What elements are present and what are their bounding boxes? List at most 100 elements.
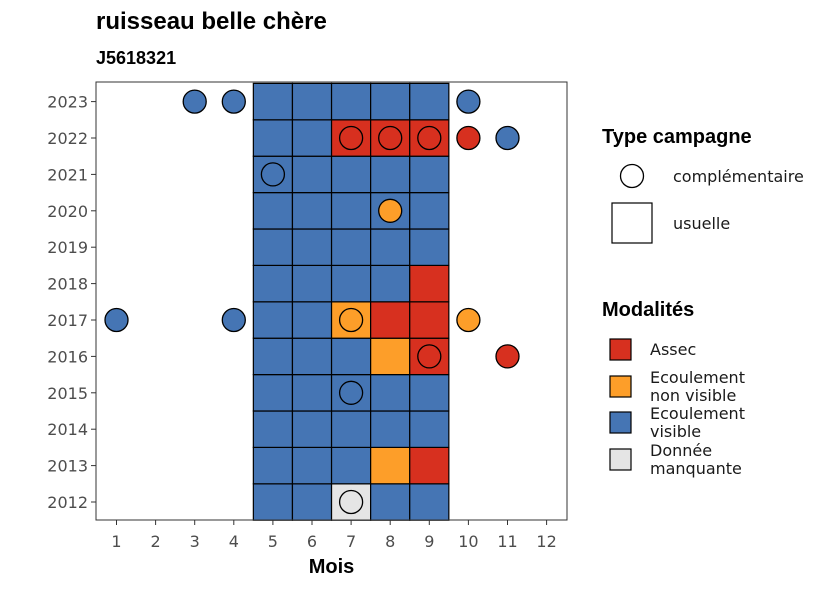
- x-tick-label: 5: [268, 532, 278, 551]
- y-tick-label: 2018: [47, 275, 88, 294]
- usuelle-cell-2015-8: [370, 374, 411, 412]
- usuelle-cell-2018-8: [370, 264, 411, 303]
- x-tick-label: 8: [385, 532, 395, 551]
- x-tick-label: 4: [229, 532, 239, 551]
- usuelle-cell-2013-7: [330, 446, 372, 485]
- usuelle-cell-2019-9: [409, 228, 450, 267]
- legend-type-campagne: Type campagne complémentaire usuelle: [602, 126, 804, 244]
- y-tick-label: 2013: [47, 457, 88, 476]
- legend-key-M: [609, 448, 632, 471]
- legend-modalites-title: Modalités: [602, 299, 694, 321]
- y-tick-label: 2014: [47, 420, 88, 439]
- complementaire-point-2022-8: [378, 125, 403, 151]
- usuelle-cell-2013-5: [252, 446, 294, 485]
- usuelle-cell-2021-6: [291, 155, 333, 194]
- usuelle-cell-2016-5: [252, 337, 294, 376]
- chart-title: ruisseau belle chère: [96, 8, 327, 35]
- usuelle-cell-2023-6: [291, 82, 333, 121]
- usuelle-cell-2022-5: [252, 119, 294, 157]
- legend-label-M: Donnée: [650, 441, 712, 460]
- usuelle-cell-2019-7: [330, 228, 372, 267]
- legend-label-A: Assec: [650, 340, 696, 359]
- y-tick-label: 2020: [47, 202, 88, 221]
- complementaire-point-2022-11: [495, 125, 520, 151]
- usuelle-cell-2016-7: [330, 337, 372, 376]
- legend-key-complementaire: [619, 163, 645, 189]
- usuelle-cell-2016-6: [291, 337, 333, 376]
- legend-type-title: Type campagne: [602, 126, 752, 148]
- usuelle-cell-2020-6: [291, 192, 333, 230]
- usuelle-cell-2021-7: [330, 155, 372, 194]
- usuelle-cell-2019-8: [370, 228, 411, 267]
- legend-label-V: Ecoulement: [650, 404, 745, 423]
- y-tick-label: 2019: [47, 238, 88, 257]
- usuelle-cell-2022-6: [291, 119, 333, 157]
- usuelle-cell-2023-9: [409, 82, 450, 121]
- usuelle-cell-2017-8: [370, 301, 411, 339]
- legend-label-M-line2: manquante: [650, 459, 742, 478]
- chart-subtitle: J5618321: [96, 48, 176, 68]
- x-tick-label: 12: [536, 532, 556, 551]
- usuelle-cell-2014-5: [252, 410, 294, 449]
- x-tick-label: 6: [307, 532, 317, 551]
- usuelle-cell-2015-5: [252, 374, 294, 412]
- complementaire-point-2023-10: [456, 89, 481, 114]
- complementaire-point-2017-7: [338, 307, 364, 333]
- legend-label-N-line2: non visible: [650, 386, 736, 405]
- usuelle-cell-2020-9: [409, 192, 450, 230]
- usuelle-cell-2012-8: [370, 483, 411, 521]
- usuelle-cell-2020-7: [330, 192, 372, 230]
- complementaire-point-2022-10: [456, 125, 481, 151]
- usuelle-cell-2018-5: [252, 264, 294, 303]
- y-tick-label: 2016: [47, 347, 88, 366]
- usuelle-cell-2017-9: [409, 301, 450, 339]
- y-tick-label: 2022: [47, 129, 88, 148]
- complementaire-point-2020-8: [378, 198, 403, 223]
- x-tick-label: 7: [346, 532, 356, 551]
- x-tick-label: 10: [458, 532, 478, 551]
- usuelle-cell-2016-8: [370, 337, 411, 376]
- x-axis: 1 2 3 4 5 6 7 8 9 10 11 12: [111, 520, 557, 551]
- complementaire-point-2017-10: [456, 307, 481, 333]
- usuelle-cell-2017-6: [291, 301, 333, 339]
- legend-key-usuelle: [611, 202, 653, 244]
- legend-label-V-line2: visible: [650, 422, 701, 441]
- y-tick-label: 2023: [47, 93, 88, 112]
- x-tick-label: 3: [190, 532, 200, 551]
- usuelle-cell-2013-8: [370, 446, 411, 485]
- legend-key-N: [609, 375, 632, 398]
- usuelle-cell-2019-6: [291, 228, 333, 267]
- complementaire-point-2023-3: [182, 89, 207, 114]
- complementaire-point-2017-4: [221, 307, 246, 333]
- usuelle-cell-2012-9: [409, 483, 450, 521]
- usuelle-cell-2023-7: [330, 82, 372, 121]
- x-tick-label: 11: [497, 532, 517, 551]
- y-axis: 2012 2013 2014 2015 2016 2017 2018 2019 2020 2021…: [47, 93, 96, 512]
- usuelle-cell-2023-8: [370, 82, 411, 121]
- usuelle-cell-2018-6: [291, 264, 333, 303]
- complementaire-point-2022-9: [417, 125, 442, 151]
- usuelle-cell-2014-9: [409, 410, 450, 449]
- usuelle-cell-2013-6: [291, 446, 333, 485]
- complementaire-point-2012-7: [338, 489, 364, 515]
- plot-area: [95, 81, 568, 521]
- usuelle-cell-2019-5: [252, 228, 294, 267]
- usuelle-cell-2023-5: [252, 82, 294, 121]
- legend-key-A: [609, 338, 632, 361]
- complementaire-point-2022-7: [338, 125, 364, 151]
- legend-label-N: Ecoulement: [650, 368, 745, 387]
- complementaire-point-2016-11: [495, 344, 520, 369]
- usuelle-cell-2017-5: [252, 301, 294, 339]
- complementaire-point-2015-7: [338, 380, 364, 405]
- usuelle-cell-2012-5: [252, 483, 294, 521]
- legend-label-usuelle: usuelle: [673, 214, 730, 233]
- usuelle-cell-2012-6: [291, 483, 333, 521]
- y-tick-label: 2015: [47, 384, 88, 403]
- y-tick-label: 2021: [47, 165, 88, 184]
- x-tick-label: 9: [424, 532, 434, 551]
- legend-key-V: [609, 411, 632, 434]
- complementaire-point-2021-5: [260, 162, 286, 187]
- usuelle-cell-2018-7: [330, 264, 372, 303]
